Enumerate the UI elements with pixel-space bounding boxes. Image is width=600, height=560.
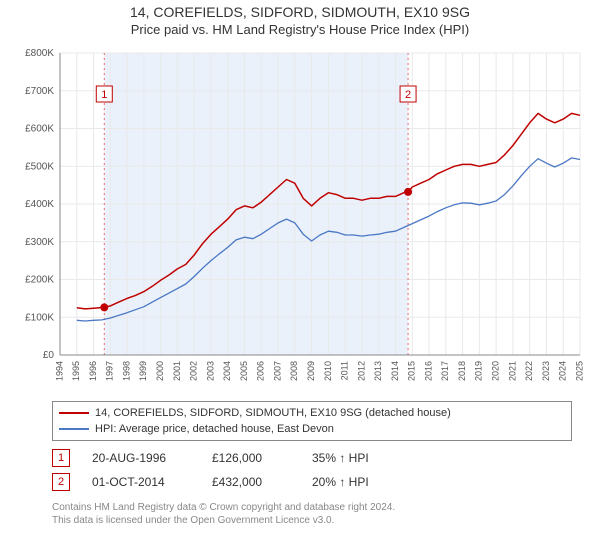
svg-text:£400K: £400K [25,199,54,210]
svg-text:2020: 2020 [491,361,501,381]
transaction-delta: 20% ↑ HPI [312,475,580,489]
footer: Contains HM Land Registry data © Crown c… [52,501,580,527]
legend-row-hpi: HPI: Average price, detached house, East… [59,421,565,437]
svg-text:2012: 2012 [356,361,366,381]
svg-text:2023: 2023 [541,361,551,381]
legend: 14, COREFIELDS, SIDFORD, SIDMOUTH, EX10 … [52,401,572,441]
legend-swatch-property [59,412,89,414]
svg-text:1995: 1995 [71,361,81,381]
svg-text:£200K: £200K [25,275,54,286]
svg-text:1998: 1998 [121,361,131,381]
transaction-price: £126,000 [212,451,312,465]
svg-text:2005: 2005 [239,361,249,381]
svg-text:2001: 2001 [172,361,182,381]
svg-text:2004: 2004 [222,361,232,381]
transaction-date: 01-OCT-2014 [92,475,212,489]
title-address: 14, COREFIELDS, SIDFORD, SIDMOUTH, EX10 … [0,4,600,20]
svg-text:2016: 2016 [423,361,433,381]
svg-text:£0: £0 [43,350,55,361]
footer-line2: This data is licensed under the Open Gov… [52,514,580,527]
svg-text:1994: 1994 [54,361,64,381]
svg-text:2021: 2021 [507,361,517,381]
svg-text:2017: 2017 [440,361,450,381]
title-subtitle: Price paid vs. HM Land Registry's House … [0,22,600,37]
title-block: 14, COREFIELDS, SIDFORD, SIDMOUTH, EX10 … [0,0,600,37]
svg-text:1999: 1999 [138,361,148,381]
svg-text:2010: 2010 [323,361,333,381]
chart-svg: £0 £100K £200K £300K £400K £500K £600K £700K £80… [8,45,592,390]
svg-text:£100K: £100K [25,312,54,323]
legend-label-hpi: HPI: Average price, detached house, East… [95,421,334,437]
svg-text:2002: 2002 [189,361,199,381]
svg-text:2000: 2000 [155,361,165,381]
svg-text:2007: 2007 [272,361,282,381]
svg-text:2013: 2013 [373,361,383,381]
svg-text:2024: 2024 [558,361,568,381]
svg-text:2008: 2008 [289,361,299,381]
transaction-badge: 1 [52,449,70,467]
transaction-row: 2 01-OCT-2014 £432,000 20% ↑ HPI [52,473,580,491]
root: 14, COREFIELDS, SIDFORD, SIDMOUTH, EX10 … [0,0,600,527]
transaction-row: 1 20-AUG-1996 £126,000 35% ↑ HPI [52,449,580,467]
footer-line1: Contains HM Land Registry data © Crown c… [52,501,580,514]
svg-text:£300K: £300K [25,237,54,248]
svg-text:2015: 2015 [407,361,417,381]
svg-text:2022: 2022 [524,361,534,381]
svg-text:2025: 2025 [574,361,584,381]
legend-row-property: 14, COREFIELDS, SIDFORD, SIDMOUTH, EX10 … [59,405,565,421]
svg-text:1997: 1997 [105,361,115,381]
svg-text:2009: 2009 [306,361,316,381]
svg-text:2003: 2003 [205,361,215,381]
transactions-table: 1 20-AUG-1996 £126,000 35% ↑ HPI 2 01-OC… [52,449,580,497]
svg-text:2: 2 [405,89,411,101]
transaction-date: 20-AUG-1996 [92,451,212,465]
svg-text:£500K: £500K [25,161,54,172]
svg-text:1: 1 [101,89,107,101]
svg-text:2006: 2006 [256,361,266,381]
transaction-price: £432,000 [212,475,312,489]
svg-text:£700K: £700K [25,86,54,97]
svg-text:2011: 2011 [340,361,350,380]
svg-text:1996: 1996 [88,361,98,381]
svg-text:2019: 2019 [474,361,484,381]
transaction-badge: 2 [52,473,70,491]
chart: £0 £100K £200K £300K £400K £500K £600K £700K £80… [8,45,592,395]
svg-text:£800K: £800K [25,48,54,59]
transaction-delta: 35% ↑ HPI [312,451,580,465]
svg-text:2018: 2018 [457,361,467,381]
legend-swatch-hpi [59,428,89,430]
legend-label-property: 14, COREFIELDS, SIDFORD, SIDMOUTH, EX10 … [95,405,451,421]
svg-text:2014: 2014 [390,361,400,381]
svg-text:£600K: £600K [25,124,54,135]
